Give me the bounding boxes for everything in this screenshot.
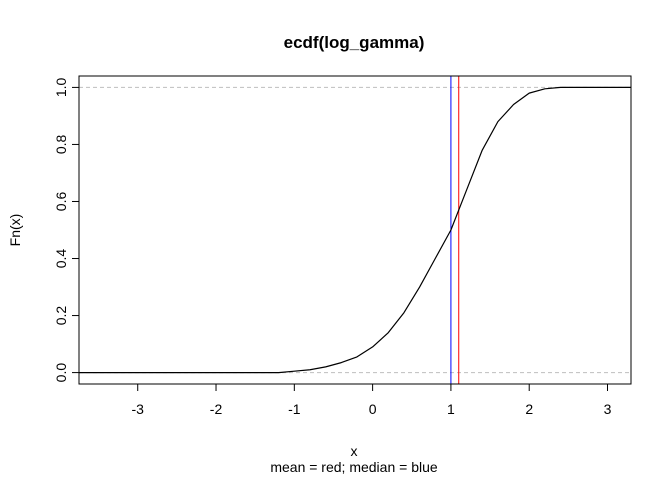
chart-subtitle: mean = red; median = blue [270,459,438,475]
x-tick-label: 3 [604,401,612,417]
plot-frame [78,75,632,385]
y-tick-label: 0.0 [53,363,69,383]
chart-title: ecdf(log_gamma) [284,33,425,52]
ecdf-line-series-0 [79,86,631,374]
y-axis-label: Fn(x) [7,214,23,247]
x-tick-label: -2 [210,401,223,417]
x-tick-label: -3 [131,401,144,417]
x-tick-label: -1 [288,401,301,417]
plot-area [79,76,631,384]
axes: -3 -2 -1 0 1 2 3 0.0 0.2 0.4 0.6 0.8 1.0 [53,75,632,417]
x-tick-label: 2 [525,401,533,417]
y-tick-label: 0.8 [53,135,69,155]
y-tick-label: 0.6 [53,192,69,212]
x-tick-label: 0 [369,401,377,417]
x-axis-label: x [351,443,358,459]
y-tick-label: 0.4 [53,249,69,269]
y-tick-label: 0.2 [53,306,69,326]
y-tick-label: 1.0 [53,77,69,97]
x-tick-label: 1 [447,401,455,417]
